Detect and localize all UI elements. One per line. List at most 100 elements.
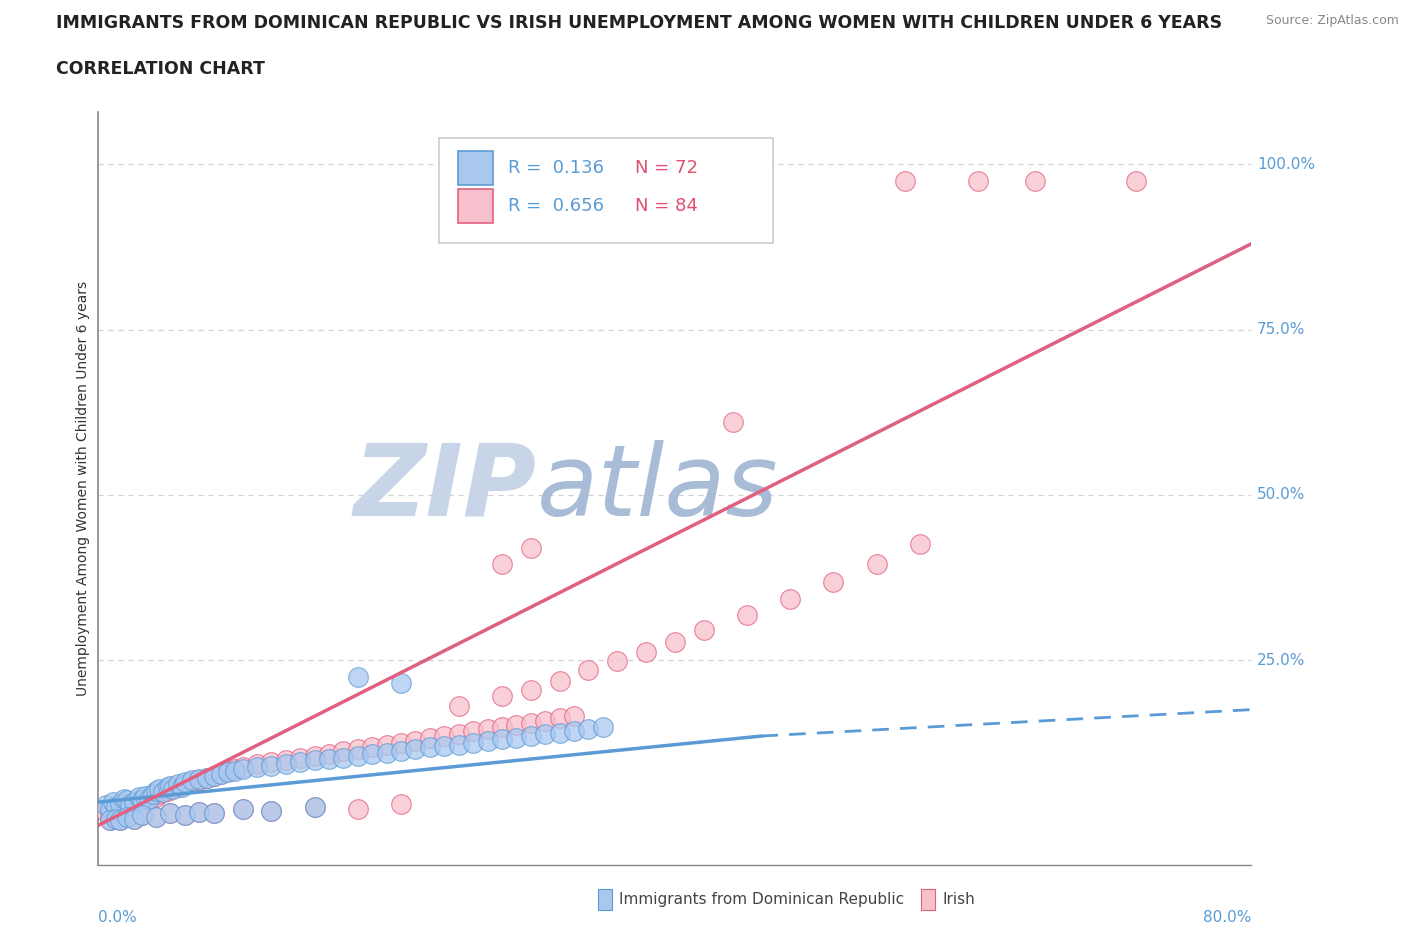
Point [104,799,127,814]
Point [159,778,181,793]
Point [131,797,153,812]
Point [166,777,188,791]
Bar [598,889,612,910]
Point [274,753,297,768]
Point [491,557,513,572]
Point [346,749,368,764]
Point [188,804,211,819]
Point [304,799,326,814]
Point [128,790,150,805]
Point [290,755,312,770]
Point [142,786,165,801]
Point [419,740,441,755]
Point [145,783,167,798]
Point [419,731,441,746]
Point [318,747,340,762]
Point [108,813,131,828]
Point [578,662,600,677]
Point [108,797,131,812]
Point [548,725,571,740]
Text: Source: ZipAtlas.com: Source: ZipAtlas.com [1265,14,1399,27]
Point [231,802,254,817]
Point [231,760,254,775]
FancyBboxPatch shape [458,152,492,185]
Point [142,788,165,803]
Point [159,806,181,821]
Point [260,804,283,818]
Text: Irish: Irish [942,892,974,907]
Point [361,740,384,755]
Point [361,747,384,762]
Point [491,689,513,704]
Point [108,799,131,814]
Text: 80.0%: 80.0% [1204,910,1251,925]
Text: 25.0%: 25.0% [1257,653,1306,668]
Point [209,766,232,781]
Point [202,768,225,783]
Point [181,775,204,790]
Point [433,728,456,743]
Point [389,744,412,759]
Point [477,733,499,748]
Text: 0.0%: 0.0% [98,910,138,925]
Point [181,773,204,788]
Point [104,804,127,818]
Point [94,804,117,819]
Point [505,717,527,732]
Point [447,726,470,741]
Point [152,785,174,800]
Point [693,623,716,638]
Point [148,781,170,796]
Point [120,802,142,817]
Point [138,791,160,806]
Point [145,790,167,805]
Point [274,757,297,772]
Point [405,742,427,757]
Point [98,806,121,821]
Point [162,781,184,796]
Point [217,764,239,778]
Point [145,810,167,825]
Point [908,537,931,551]
Point [148,786,170,801]
Text: 50.0%: 50.0% [1257,487,1306,502]
Point [520,728,543,743]
Point [117,792,139,807]
Point [217,765,239,780]
Point [304,799,326,814]
Point [156,783,179,798]
Point [94,798,117,813]
Point [159,806,181,821]
Point [548,673,571,688]
Point [562,709,585,724]
Point [346,802,368,817]
Point [260,755,283,770]
Point [188,804,211,819]
Y-axis label: Unemployment Among Women with Children Under 6 years: Unemployment Among Women with Children U… [76,281,90,696]
Point [128,792,150,807]
Point [134,788,156,803]
Text: N = 84: N = 84 [634,197,697,215]
Point [166,779,188,794]
Point [491,732,513,747]
Point [117,810,139,825]
Point [124,794,146,809]
Point [231,762,254,777]
Point [332,751,354,765]
Point [98,813,121,828]
Point [346,742,368,757]
FancyBboxPatch shape [458,189,492,222]
Point [636,644,658,659]
Text: Immigrants from Dominican Republic: Immigrants from Dominican Republic [619,892,904,907]
Point [375,737,398,752]
Point [174,808,197,823]
Point [735,607,758,622]
Text: IMMIGRANTS FROM DOMINICAN REPUBLIC VS IRISH UNEMPLOYMENT AMONG WOMEN WITH CHILDR: IMMIGRANTS FROM DOMINICAN REPUBLIC VS IR… [56,14,1222,32]
Point [290,751,312,765]
Point [304,749,326,764]
Point [131,808,153,823]
Text: R =  0.656: R = 0.656 [508,197,603,215]
Point [491,720,513,735]
Point [174,775,197,790]
Point [108,813,131,828]
